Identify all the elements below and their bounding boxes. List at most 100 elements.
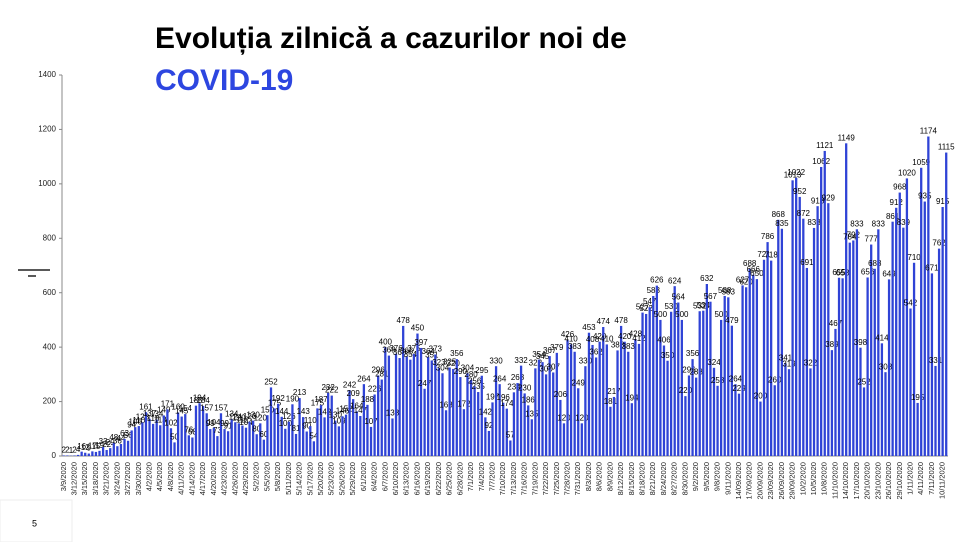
value-label: 453 xyxy=(582,323,596,332)
value-label: 500 xyxy=(654,310,668,319)
bar xyxy=(855,229,859,456)
value-label: 109 xyxy=(332,416,346,425)
value-label: 383 xyxy=(568,342,582,351)
value-label: 107 xyxy=(364,417,378,426)
value-label: 1 xyxy=(69,446,74,455)
value-label: 2 xyxy=(62,446,67,455)
value-label: 388 xyxy=(611,341,625,350)
bar xyxy=(766,242,769,456)
value-label: 229 xyxy=(732,384,746,393)
value-label: 110 xyxy=(132,416,145,425)
y-tick-label: 1000 xyxy=(38,179,56,188)
bar xyxy=(605,344,608,456)
x-tick-label: 7/11/2020 xyxy=(927,462,936,495)
bar xyxy=(134,427,137,456)
bar xyxy=(159,425,162,456)
value-label: 137 xyxy=(143,409,157,418)
bar xyxy=(391,418,394,456)
bar xyxy=(655,285,658,456)
value-label: 1121 xyxy=(816,141,834,150)
bar xyxy=(837,277,841,456)
value-label: 232 xyxy=(321,383,335,392)
bar xyxy=(544,374,548,456)
value-label: 304 xyxy=(436,363,450,372)
value-label: 154 xyxy=(179,404,193,413)
x-tick-label: 4/11/2020 xyxy=(916,462,925,495)
value-label: 915 xyxy=(936,197,950,206)
x-tick-label: 3/21/2020 xyxy=(102,462,111,495)
value-label: 354 xyxy=(404,350,418,359)
value-label: 627 xyxy=(736,275,750,284)
bar xyxy=(487,430,491,456)
bar xyxy=(137,426,140,456)
x-tick-label: 5/14/2020 xyxy=(295,462,304,495)
value-label: 280 xyxy=(464,370,478,379)
bar xyxy=(734,384,737,456)
bar xyxy=(251,420,255,456)
x-tick-label: 29/10/2020 xyxy=(895,462,904,500)
x-tick-label: 8/27/2020 xyxy=(670,462,679,495)
value-label: 2 xyxy=(65,446,70,455)
bar xyxy=(834,328,837,456)
value-label: 322 xyxy=(804,358,818,367)
bar xyxy=(244,427,248,456)
bar xyxy=(841,278,844,456)
bar xyxy=(745,287,748,456)
bar xyxy=(648,307,651,456)
x-tick-label: 8/12/2020 xyxy=(616,462,625,495)
value-label: 688 xyxy=(868,259,882,268)
bar xyxy=(226,431,230,456)
value-label: 1013 xyxy=(784,170,802,179)
bar xyxy=(934,365,937,456)
value-label: 341 xyxy=(779,353,793,362)
value-label: 175 xyxy=(311,398,325,407)
bar xyxy=(480,375,483,456)
bar xyxy=(98,450,101,456)
bar xyxy=(444,410,448,456)
bar xyxy=(637,343,641,456)
bar xyxy=(562,423,566,456)
bar xyxy=(694,377,698,456)
value-label: 532 xyxy=(693,301,707,310)
value-label: 322 xyxy=(529,358,543,367)
value-label: 362 xyxy=(589,348,603,357)
value-label: 300 xyxy=(539,364,553,373)
bar xyxy=(702,310,705,456)
bar xyxy=(462,409,466,456)
value-label: 9 xyxy=(87,444,92,453)
value-label: 626 xyxy=(650,276,664,285)
bar xyxy=(194,405,198,456)
bar xyxy=(780,228,784,456)
value-label: 428 xyxy=(629,330,643,339)
value-label: 81 xyxy=(292,424,301,433)
bar xyxy=(280,416,283,456)
value-label: 968 xyxy=(893,183,907,192)
value-label: 120 xyxy=(575,413,589,422)
x-tick-label: 10/8/2020 xyxy=(820,462,829,495)
value-label: 935 xyxy=(918,192,932,201)
value-label: 426 xyxy=(561,330,575,339)
value-label: 296 xyxy=(371,366,385,375)
bar xyxy=(673,286,676,456)
value-label: 268 xyxy=(511,373,525,382)
bar xyxy=(598,341,601,456)
bar xyxy=(201,405,205,456)
x-tick-label: 9/5/2020 xyxy=(702,462,711,491)
bar xyxy=(584,366,587,456)
bar xyxy=(291,404,294,456)
bar xyxy=(398,358,401,456)
chart-title-highlight: COVID-19 xyxy=(155,64,293,97)
bar xyxy=(366,404,369,456)
value-label: 200 xyxy=(754,392,768,401)
x-tick-label: 7/22/2020 xyxy=(541,462,550,495)
bar xyxy=(527,405,530,456)
x-tick-label: 10/11/2020 xyxy=(938,462,947,499)
bar xyxy=(230,419,233,456)
value-label: 33 xyxy=(99,437,108,446)
bar xyxy=(791,180,794,457)
bar xyxy=(191,437,194,456)
value-label: 671 xyxy=(925,264,939,273)
x-tick-label: 7/7/2020 xyxy=(487,462,496,491)
bar xyxy=(141,422,144,456)
